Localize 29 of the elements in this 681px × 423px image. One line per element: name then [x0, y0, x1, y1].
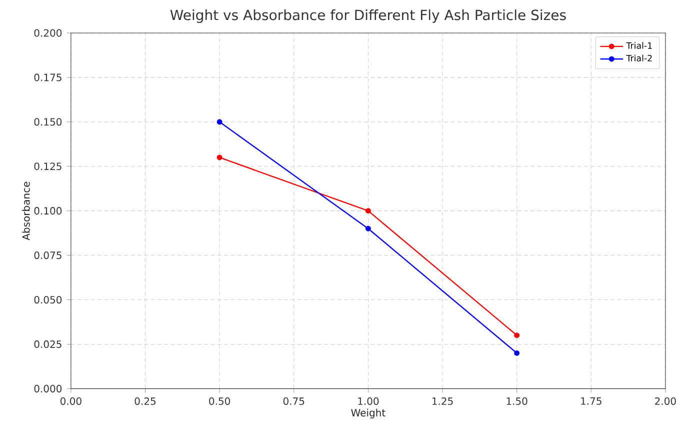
y-tick-label: 0.100	[34, 207, 62, 215]
x-tick-label: 2.00	[655, 397, 676, 405]
y-tick-label: 0.025	[34, 340, 62, 348]
y-tick-label: 0.050	[34, 296, 62, 304]
x-axis-title: Weight	[351, 408, 386, 418]
point	[216, 154, 222, 160]
x-tick-label: 0.25	[134, 397, 156, 405]
legend-label: Trial-2	[626, 54, 652, 62]
x-tick-label: 0.00	[60, 397, 82, 405]
x-tick-label: 1.00	[358, 397, 379, 405]
x-tick-label: 0.75	[283, 397, 304, 405]
point	[514, 350, 520, 356]
x-tick-label: 1.50	[506, 397, 528, 405]
y-tick-label: 0.175	[34, 74, 62, 82]
y-tick-label: 0.000	[34, 384, 62, 393]
chart-title: Weight vs Absorbance for Different Fly Ash Particle Sizes	[170, 9, 566, 23]
point	[365, 208, 371, 214]
legend-label: Trial-1	[626, 42, 652, 49]
point	[514, 332, 520, 338]
y-tick-label: 0.075	[34, 252, 62, 260]
y-axis-title: Absorbance	[22, 182, 30, 240]
x-tick-label: 0.50	[209, 397, 230, 405]
point	[365, 226, 371, 232]
point	[216, 119, 222, 125]
y-tick-label: 0.200	[34, 29, 62, 37]
x-tick-label: 1.25	[432, 397, 453, 405]
y-tick-label: 0.125	[34, 162, 62, 170]
x-tick-label: 1.75	[581, 397, 602, 405]
y-tick-label: 0.150	[34, 118, 62, 126]
